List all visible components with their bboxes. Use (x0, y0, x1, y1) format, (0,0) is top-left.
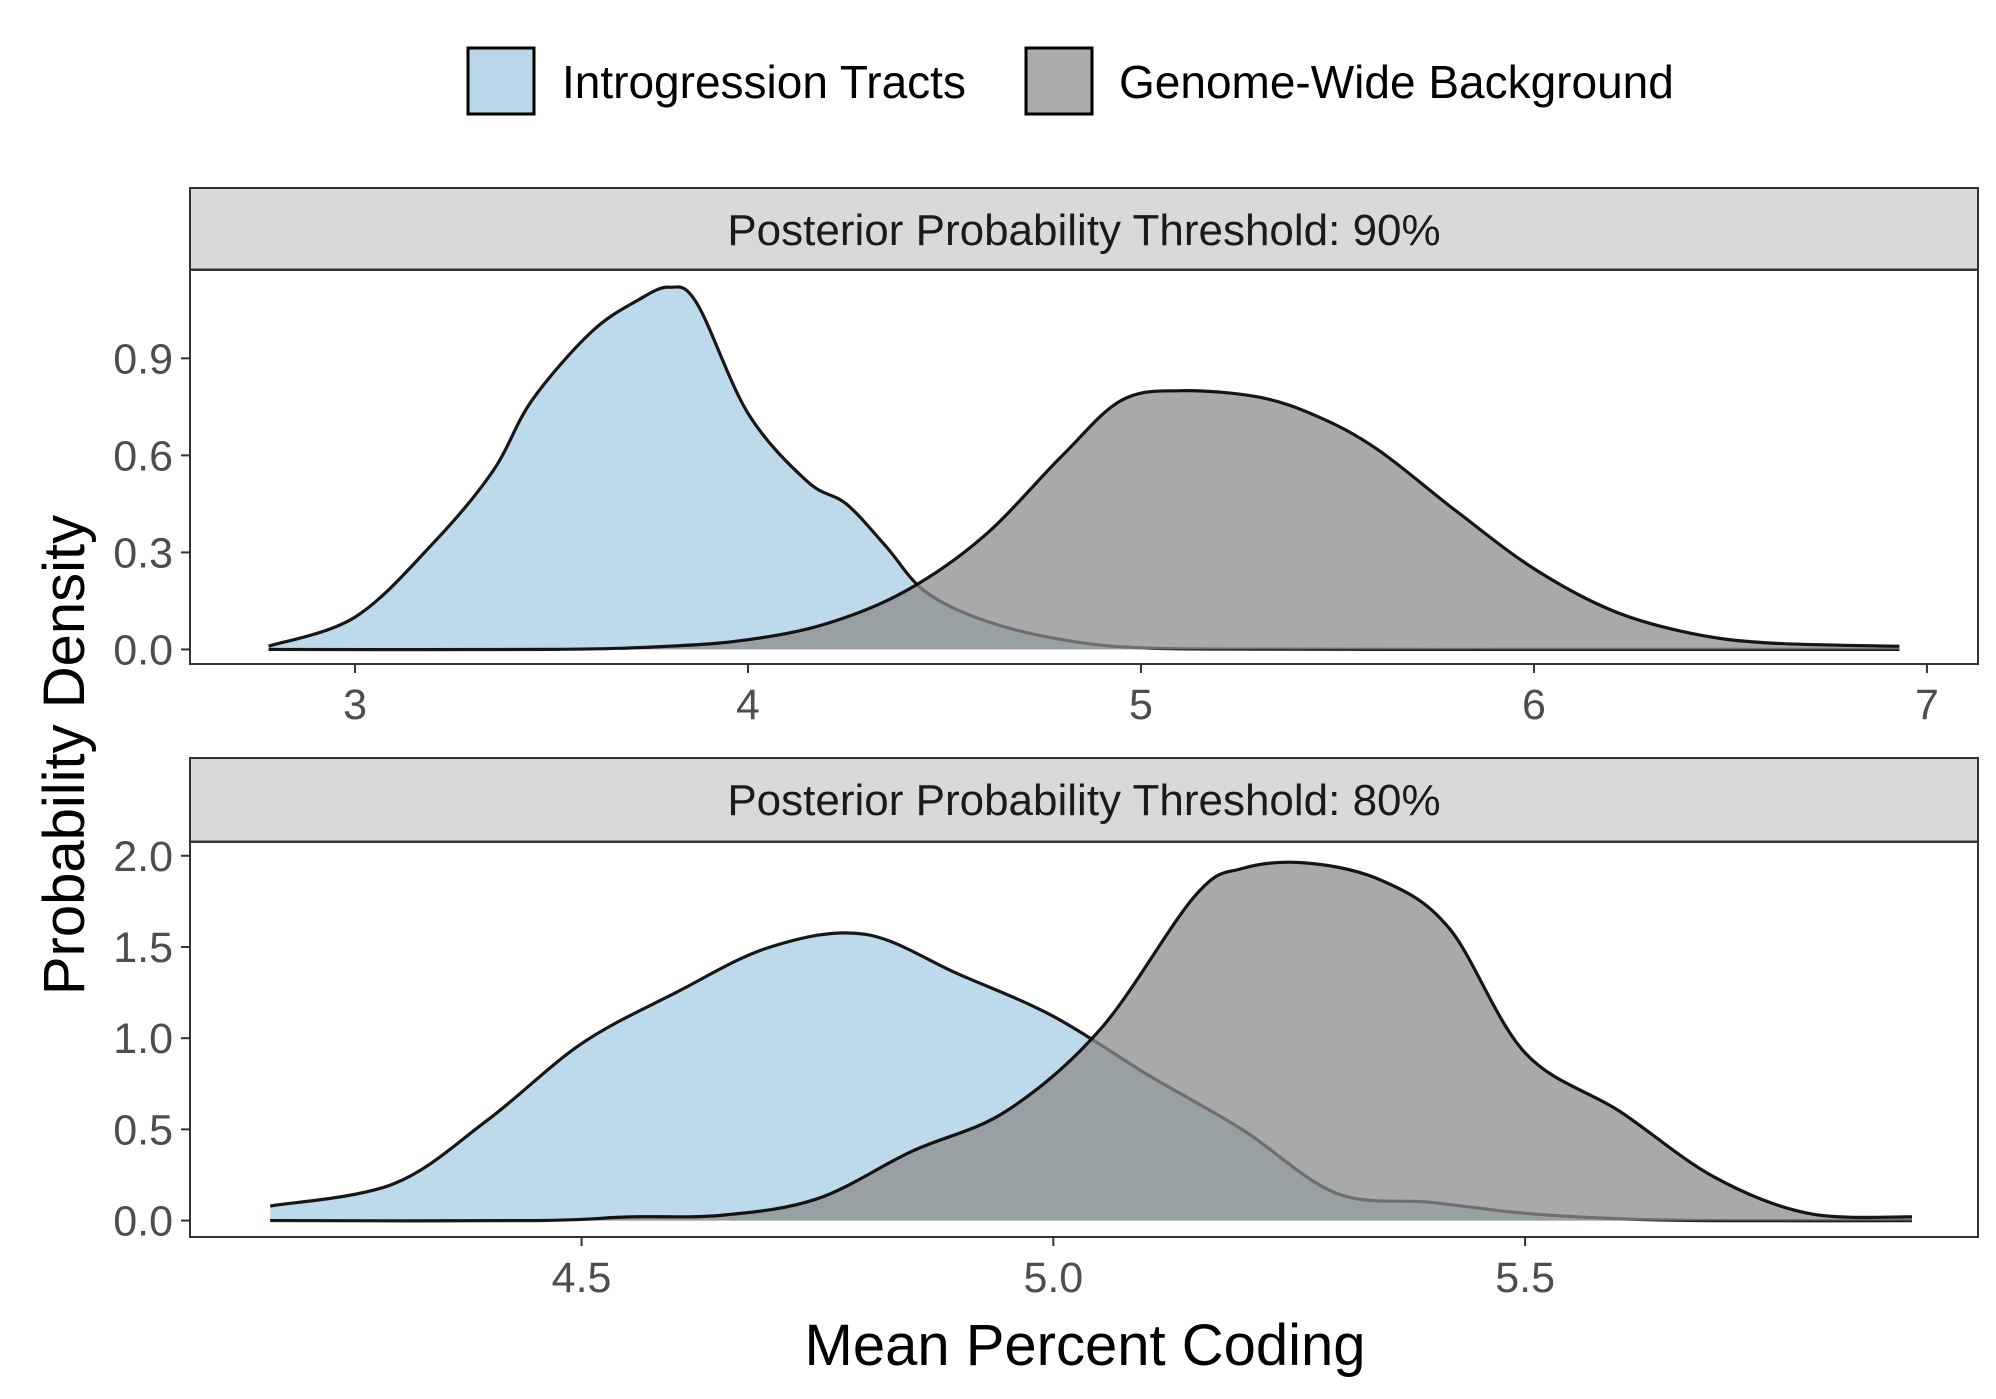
panel-90: Posterior Probability Threshold: 90% 0.0 0… (113, 187, 1979, 729)
density-area-background (268, 390, 1900, 650)
y-tick-label: 2.0 (113, 833, 173, 881)
x-tick-label: 5.5 (1495, 1254, 1555, 1302)
density-area-introgression (268, 286, 1900, 650)
y-tick-label: 0.9 (113, 335, 173, 383)
legend-label-background: Genome-Wide Background (1119, 56, 1674, 108)
legend-key-background (1024, 46, 1094, 116)
density-line-background (270, 860, 1913, 1223)
x-axis-title: Mean Percent Coding (805, 1313, 1366, 1378)
x-tick-label: 5.0 (1023, 1254, 1083, 1302)
x-tick-label: 4.5 (552, 1254, 612, 1302)
density-line-background (268, 389, 1900, 652)
legend-key-introgression (466, 46, 536, 116)
y-tick-label: 1.0 (113, 1015, 173, 1063)
x-tick-label: 3 (343, 681, 367, 729)
y-tick-label: 0.3 (113, 529, 173, 577)
x-tick-label: 4 (736, 681, 760, 729)
y-tick-label: 1.5 (113, 924, 173, 972)
y-tick-label: 0.0 (113, 626, 173, 674)
x-tick-label: 5 (1129, 681, 1153, 729)
legend: Introgression Tracts Genome-Wide Backgro… (466, 46, 1674, 116)
facet-title: Posterior Probability Threshold: 90% (727, 206, 1440, 255)
y-tick-label: 0.0 (113, 1198, 173, 1246)
panel-border (189, 269, 1979, 665)
facet-strip (189, 187, 1979, 271)
x-tick-label: 7 (1915, 681, 1939, 729)
y-tick-label: 0.6 (113, 432, 173, 480)
legend-label-introgression: Introgression Tracts (562, 56, 966, 108)
panel-border (189, 841, 1979, 1238)
x-tick-label: 6 (1522, 681, 1546, 729)
panel-80: Posterior Probability Threshold: 80% 0.0 0… (113, 757, 1979, 1302)
y-tick-label: 0.5 (113, 1106, 173, 1154)
y-axis-title: Probability Density (32, 515, 97, 995)
facet-title: Posterior Probability Threshold: 80% (727, 776, 1440, 825)
